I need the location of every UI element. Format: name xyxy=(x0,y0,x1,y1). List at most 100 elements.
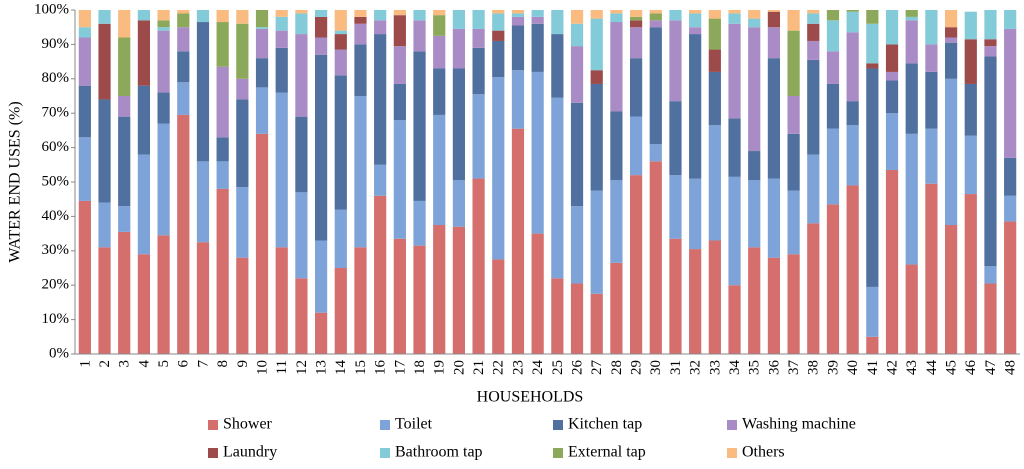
bar-segment xyxy=(275,16,288,31)
bar-segment xyxy=(708,125,721,241)
bar-segment xyxy=(334,34,347,50)
bar-segment xyxy=(610,13,623,23)
bar-segment xyxy=(137,20,151,86)
bar-segment xyxy=(846,125,859,186)
bar-segment xyxy=(78,37,91,86)
bar-segment xyxy=(118,37,131,96)
bar-segment xyxy=(925,71,938,129)
bar-segment xyxy=(157,27,170,31)
bar-segment xyxy=(472,10,485,29)
bar-segment xyxy=(787,190,800,255)
x-tick-label: 13 xyxy=(314,360,330,375)
bar-segment xyxy=(787,133,800,191)
bar-segment xyxy=(629,16,643,21)
legend-label: Bathroom tap xyxy=(395,444,483,461)
bar-segment xyxy=(1004,10,1017,29)
bar-segment xyxy=(374,195,387,354)
bar-segment xyxy=(216,161,229,189)
bar-segment xyxy=(433,15,446,36)
bar-segment xyxy=(551,278,564,354)
bar-segment xyxy=(767,27,781,59)
y-tick-label: 10% xyxy=(42,311,70,327)
x-tick-label: 32 xyxy=(688,360,704,375)
bar-segment xyxy=(669,175,682,239)
bar-segment xyxy=(689,27,702,35)
bar-segment xyxy=(590,293,603,354)
x-tick-label: 39 xyxy=(825,360,841,375)
bar-segment xyxy=(236,78,249,100)
x-tick-label: 31 xyxy=(668,360,684,375)
bar-segment xyxy=(393,15,406,47)
bar-segment xyxy=(531,71,544,234)
bar-segment xyxy=(787,96,800,134)
x-tick-label: 44 xyxy=(924,360,940,376)
bar-segment xyxy=(610,180,623,263)
bar-segment xyxy=(689,178,702,250)
y-axis-title: WATER END USES (%) xyxy=(7,101,24,262)
x-tick-label: 16 xyxy=(373,360,389,376)
bar-segment xyxy=(393,83,406,121)
bar-segment xyxy=(866,68,879,287)
bar-segment xyxy=(314,312,328,354)
bar-segment xyxy=(649,13,662,21)
bar-segment xyxy=(492,77,505,260)
bar-segment xyxy=(767,257,781,354)
bar-segment xyxy=(629,27,643,59)
bar-segment xyxy=(275,92,288,248)
y-tick-label: 100% xyxy=(34,1,69,17)
bar-segment xyxy=(393,238,406,354)
bar-segment xyxy=(807,23,820,41)
legend-swatch xyxy=(380,420,390,430)
bar-segment xyxy=(118,116,131,207)
bar-segment xyxy=(925,10,938,45)
bar-segment xyxy=(78,85,91,138)
y-tick-label: 0% xyxy=(49,345,69,361)
bar-segment xyxy=(866,10,879,24)
bar-segment xyxy=(590,190,603,294)
bar-segment xyxy=(748,151,761,181)
bar-segment xyxy=(157,235,170,354)
bar-segment xyxy=(216,10,229,23)
bar-segment xyxy=(255,28,269,59)
y-tick-label: 20% xyxy=(42,277,70,293)
bar-segment xyxy=(944,37,958,43)
bar-segment xyxy=(413,245,426,354)
bar-segment xyxy=(708,10,721,19)
x-tick-label: 25 xyxy=(550,360,566,375)
bar-segment xyxy=(551,10,564,35)
bar-segment xyxy=(984,10,997,40)
x-tick-label: 19 xyxy=(432,360,448,375)
bar-segment xyxy=(452,180,466,227)
x-tick-label: 46 xyxy=(963,360,979,376)
bar-segment xyxy=(629,20,643,28)
bar-segment xyxy=(216,22,229,67)
bar-segment xyxy=(255,27,269,29)
bar-segment xyxy=(334,268,347,354)
bar-segment xyxy=(433,35,446,69)
legend-swatch xyxy=(208,420,218,430)
x-tick-label: 22 xyxy=(491,360,507,375)
bar-segment xyxy=(610,22,623,112)
bar-segment xyxy=(216,66,229,138)
bar-segment xyxy=(314,37,328,55)
bar-segment xyxy=(767,11,781,28)
x-tick-label: 1 xyxy=(77,360,93,368)
y-tick-label: 50% xyxy=(42,173,70,189)
bar-segment xyxy=(629,58,643,117)
x-tick-label: 3 xyxy=(117,360,133,368)
bar-segment xyxy=(413,51,426,201)
x-tick-label: 33 xyxy=(707,360,723,375)
bar-segment xyxy=(905,133,918,265)
bar-segment xyxy=(1004,195,1017,222)
bar-segment xyxy=(118,96,131,117)
bar-segment xyxy=(826,10,840,21)
bar-segment xyxy=(885,71,899,81)
bar-segment xyxy=(708,240,721,354)
bar-segment xyxy=(649,10,662,14)
bar-segment xyxy=(984,283,997,354)
bar-segment xyxy=(196,161,210,243)
bar-segment xyxy=(354,44,367,96)
x-tick-label: 28 xyxy=(609,360,625,375)
bar-segment xyxy=(492,259,505,354)
